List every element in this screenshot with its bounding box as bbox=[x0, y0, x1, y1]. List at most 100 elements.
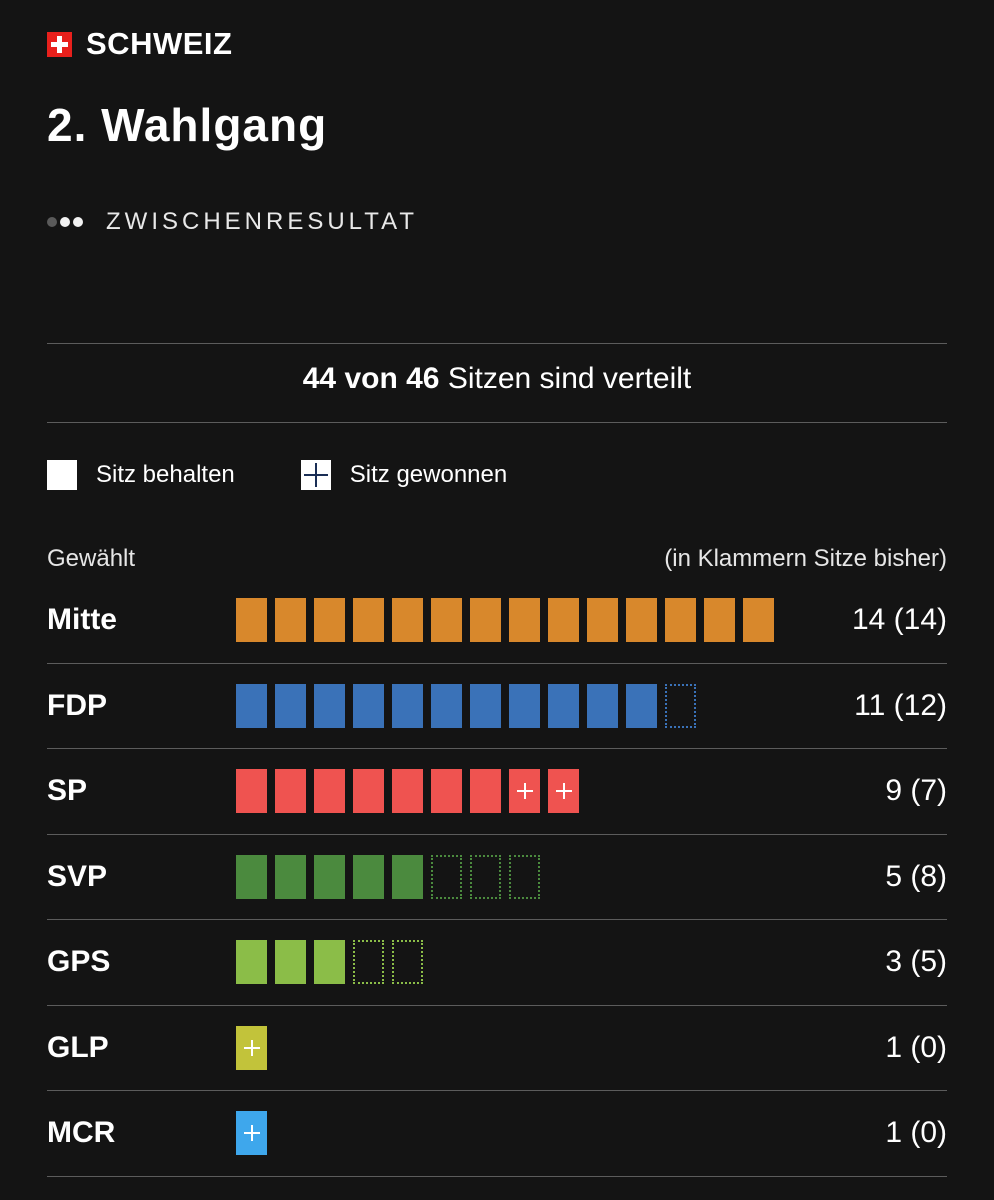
seat-kept bbox=[431, 598, 462, 643]
seat-count: 14 (14) bbox=[851, 603, 947, 637]
legend-won-label: Sitz gewonnen bbox=[349, 461, 508, 488]
seat-lost bbox=[353, 940, 384, 985]
seat-kept bbox=[626, 598, 657, 643]
seat-kept bbox=[470, 598, 501, 643]
swiss-flag-icon bbox=[47, 31, 72, 57]
column-header-elected: Gewählt bbox=[47, 545, 136, 572]
party-row: SP 9 (7) bbox=[47, 749, 947, 835]
seat-kept bbox=[548, 598, 579, 643]
status-indicator: ZWISCHENRESULTAT bbox=[47, 208, 418, 236]
seat-kept bbox=[743, 598, 774, 643]
seat-count: 9 (7) bbox=[885, 774, 947, 808]
legend-item-kept: Sitz behalten bbox=[47, 460, 235, 490]
party-row: FDP 11 (12) bbox=[47, 664, 947, 749]
seat-kept bbox=[275, 940, 306, 985]
party-name: GPS bbox=[47, 945, 111, 979]
results-table: Mitte 14 (14) FDP 11 (12) SP 9 (7) SVP 5… bbox=[47, 578, 947, 1177]
seat-kept bbox=[392, 598, 423, 643]
seat-kept bbox=[353, 854, 384, 899]
seat-kept bbox=[236, 769, 267, 814]
progress-dots-icon bbox=[47, 217, 86, 227]
seat-bar bbox=[236, 854, 885, 899]
seat-kept bbox=[275, 769, 306, 814]
party-row: MCR 1 (0) bbox=[47, 1091, 947, 1177]
seat-kept bbox=[548, 683, 579, 728]
seat-won-plus-icon bbox=[236, 1111, 267, 1156]
party-name: SVP bbox=[47, 859, 108, 893]
seat-count: 1 (0) bbox=[885, 1030, 947, 1064]
column-header: Gewählt (in Klammern Sitze bisher) bbox=[47, 545, 947, 573]
party-row: Mitte 14 (14) bbox=[47, 578, 947, 664]
seat-kept bbox=[236, 683, 267, 728]
seat-kept bbox=[353, 598, 384, 643]
party-name: Mitte bbox=[47, 603, 117, 637]
seat-count: 1 (0) bbox=[885, 1116, 947, 1150]
seat-won-plus-icon bbox=[509, 769, 540, 814]
party-name: SP bbox=[47, 774, 88, 808]
seat-lost bbox=[509, 854, 540, 899]
legend: Sitz behalten Sitz gewonnen bbox=[47, 460, 573, 490]
country-heading: SCHWEIZ bbox=[47, 26, 232, 62]
seat-lost bbox=[665, 683, 696, 728]
seat-kept bbox=[392, 683, 423, 728]
seat-kept bbox=[626, 683, 657, 728]
seat-lost bbox=[392, 940, 423, 985]
seat-won-plus-icon bbox=[300, 460, 331, 490]
seat-kept bbox=[353, 683, 384, 728]
seat-summary: 44 von 46 Sitzen sind verteilt bbox=[47, 362, 947, 396]
seat-kept bbox=[314, 769, 345, 814]
party-name: GLP bbox=[47, 1030, 109, 1064]
party-row: GLP 1 (0) bbox=[47, 1006, 947, 1091]
seat-kept bbox=[587, 598, 618, 643]
seat-kept bbox=[314, 940, 345, 985]
divider bbox=[47, 422, 947, 423]
legend-item-won: Sitz gewonnen bbox=[300, 460, 508, 490]
party-name: FDP bbox=[47, 688, 107, 722]
seat-bar bbox=[236, 769, 885, 814]
legend-kept-label: Sitz behalten bbox=[96, 461, 235, 488]
seat-won-plus-icon bbox=[548, 769, 579, 814]
seat-kept bbox=[704, 598, 735, 643]
seat-won-plus-icon bbox=[236, 1025, 267, 1070]
seat-kept bbox=[392, 769, 423, 814]
party-name: MCR bbox=[47, 1116, 116, 1150]
seat-kept bbox=[509, 683, 540, 728]
seat-kept bbox=[431, 683, 462, 728]
seat-kept bbox=[509, 598, 540, 643]
seat-bar bbox=[236, 683, 854, 728]
seat-kept bbox=[587, 683, 618, 728]
seat-kept bbox=[275, 854, 306, 899]
party-row: SVP 5 (8) bbox=[47, 835, 947, 920]
seat-kept bbox=[275, 598, 306, 643]
seat-kept bbox=[470, 769, 501, 814]
seat-bar bbox=[236, 1111, 885, 1156]
seat-kept bbox=[431, 769, 462, 814]
seat-count: 11 (12) bbox=[854, 688, 947, 722]
seat-kept bbox=[665, 598, 696, 643]
seat-bar bbox=[236, 598, 852, 643]
status-label: ZWISCHENRESULTAT bbox=[106, 208, 419, 235]
country-label: SCHWEIZ bbox=[86, 26, 233, 61]
seat-kept bbox=[236, 854, 267, 899]
page-title: 2. Wahlgang bbox=[47, 99, 328, 151]
seat-bar bbox=[236, 1025, 885, 1070]
seat-kept bbox=[275, 683, 306, 728]
seats-allocated-text: Sitzen sind verteilt bbox=[439, 362, 692, 395]
seat-kept bbox=[314, 598, 345, 643]
column-header-previous: (in Klammern Sitze bisher) bbox=[664, 545, 947, 572]
seat-kept bbox=[236, 598, 267, 643]
seat-kept bbox=[314, 854, 345, 899]
seats-allocated: 44 von 46 bbox=[302, 362, 440, 395]
party-row: GPS 3 (5) bbox=[47, 920, 947, 1006]
seat-kept bbox=[470, 683, 501, 728]
seat-lost bbox=[431, 854, 462, 899]
seat-kept bbox=[353, 769, 384, 814]
seat-kept bbox=[314, 683, 345, 728]
seat-kept bbox=[236, 940, 267, 985]
seat-kept bbox=[392, 854, 423, 899]
seat-count: 3 (5) bbox=[885, 945, 947, 979]
divider bbox=[47, 343, 947, 344]
seat-bar bbox=[236, 940, 885, 985]
seat-count: 5 (8) bbox=[885, 859, 947, 893]
seat-lost bbox=[470, 854, 501, 899]
